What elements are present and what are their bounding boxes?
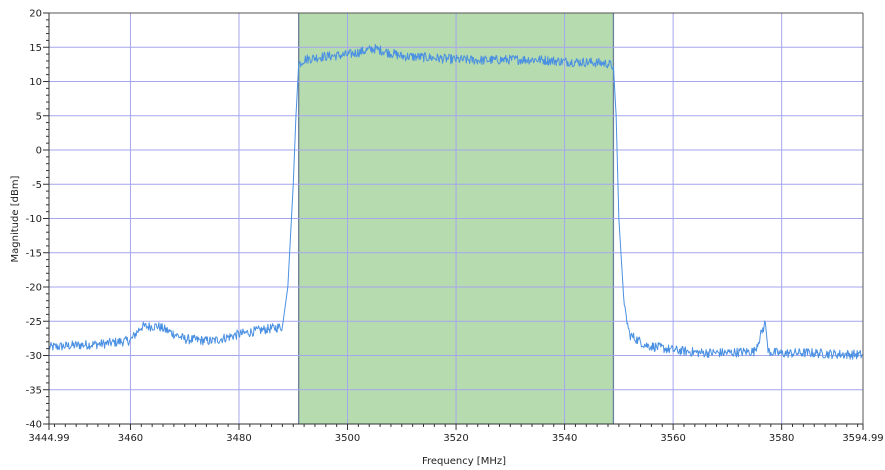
x-tick-label: 3500	[335, 433, 360, 444]
y-tick-label: -30	[26, 351, 42, 362]
y-tick-label: -25	[26, 317, 42, 328]
y-tick-label: -40	[26, 420, 42, 431]
y-tick-label: -20	[26, 283, 42, 294]
x-tick-label: 3594.99	[842, 433, 883, 444]
y-tick-label: -5	[32, 180, 42, 191]
x-tick-label: 3580	[769, 433, 794, 444]
y-tick-label: -10	[26, 214, 42, 225]
x-tick-label: 3560	[660, 433, 685, 444]
y-tick-label: -35	[26, 385, 42, 396]
y-tick-label: 10	[29, 77, 42, 88]
x-axis-title: Frequency [MHz]	[422, 456, 506, 467]
x-tick-label: 3480	[226, 433, 251, 444]
x-tick-label: 3540	[552, 433, 577, 444]
y-tick-label: 5	[36, 111, 42, 122]
x-tick-label: 3460	[118, 433, 143, 444]
x-tick-label: 3520	[443, 433, 468, 444]
y-tick-label: 20	[29, 9, 42, 20]
y-axis-title: Magnitude [dBm]	[10, 175, 21, 262]
y-tick-label: 15	[29, 43, 42, 54]
y-tick-label: 0	[36, 146, 42, 157]
x-tick-label: 3444.99	[28, 433, 69, 444]
y-tick-label: -15	[26, 248, 42, 259]
